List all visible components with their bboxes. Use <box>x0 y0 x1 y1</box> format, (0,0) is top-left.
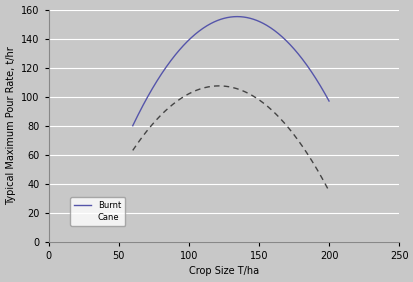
Legend: Burnt, Cane: Burnt, Cane <box>70 197 125 226</box>
Y-axis label: Typical Maximum Pour Rate, t/hr: Typical Maximum Pour Rate, t/hr <box>5 46 16 205</box>
X-axis label: Crop Size T/ha: Crop Size T/ha <box>188 266 258 276</box>
